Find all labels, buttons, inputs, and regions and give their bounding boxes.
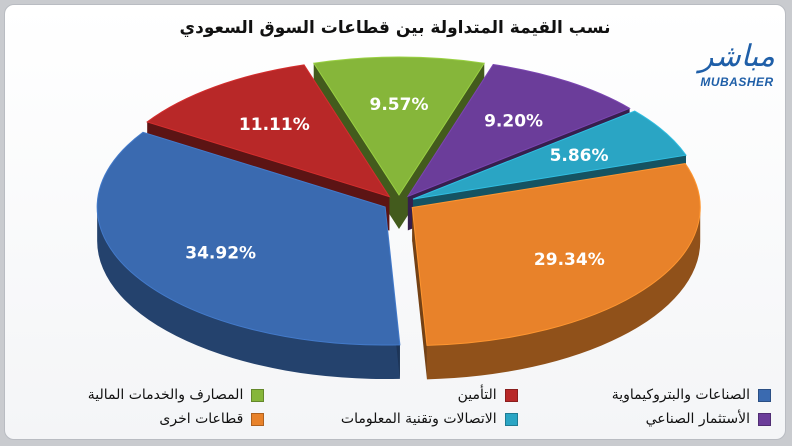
- pie-data-label-2: 9.57%: [370, 95, 429, 115]
- pie-slice-2: [312, 56, 486, 196]
- legend-swatch: [504, 412, 518, 426]
- legend-label: التأمين: [457, 387, 497, 403]
- legend-item-industrial-investment: الأستثمار الصناعي: [526, 407, 779, 431]
- legend-item-telecom: الاتصالات وتقنية المعلومات: [272, 407, 525, 431]
- chart-legend: الصناعات والبتروكيماوية التأمين المصارف …: [19, 383, 779, 435]
- pie-labels: 34.92% 11.11% 9.57% 9.20% 5.86% 29.34%: [185, 95, 608, 270]
- pie-slice-1: [146, 64, 391, 198]
- legend-swatch: [758, 388, 771, 402]
- pie-tops: [96, 56, 701, 346]
- pie-data-label-3: 9.20%: [484, 112, 543, 132]
- pie-data-label-5: 29.34%: [534, 250, 605, 270]
- legend-item-petrochemicals: الصناعات والبتروكيماوية: [526, 383, 779, 407]
- legend-label: قطاعات اخرى: [159, 411, 244, 427]
- pie-side-5: [426, 207, 701, 380]
- pie-edge-5-1: [412, 207, 427, 380]
- legend-item-banks: المصارف والخدمات المالية: [19, 383, 272, 407]
- pie-data-label-1: 11.11%: [239, 115, 310, 135]
- logo-arabic-text: مباشر: [699, 39, 775, 74]
- legend-swatch: [251, 412, 265, 426]
- logo-english-text: MUBASHER: [700, 75, 774, 89]
- pie-slice-0: [96, 131, 401, 346]
- pie-side-0: [97, 207, 400, 380]
- mubasher-logo: مباشر MUBASHER: [695, 39, 779, 103]
- chart-title: نسب القيمة المتداولة بين قطاعات السوق ال…: [179, 18, 611, 38]
- legend-swatch: [758, 412, 771, 426]
- legend-label: الاتصالات وتقنية المعلومات: [340, 411, 497, 427]
- legend-label: الصناعات والبتروكيماوية: [611, 387, 750, 403]
- pie-slice-4: [412, 110, 687, 200]
- legend-swatch: [251, 388, 265, 402]
- pie-slice-3: [406, 63, 631, 198]
- pie-data-label-0: 34.92%: [185, 244, 256, 264]
- legend-label: الأستثمار الصناعي: [645, 411, 750, 427]
- legend-item-other-sectors: قطاعات اخرى: [19, 407, 272, 431]
- pie-slice-5: [411, 163, 701, 346]
- legend-label: المصارف والخدمات المالية: [87, 387, 244, 403]
- chart-card: نسب القيمة المتداولة بين قطاعات السوق ال…: [4, 4, 786, 440]
- pie-chart: 34.92% 11.11% 9.57% 9.20% 5.86% 29.34%: [96, 56, 701, 380]
- legend-item-insurance: التأمين: [272, 383, 525, 407]
- legend-swatch: [504, 388, 518, 402]
- pie-data-label-4: 5.86%: [550, 146, 609, 166]
